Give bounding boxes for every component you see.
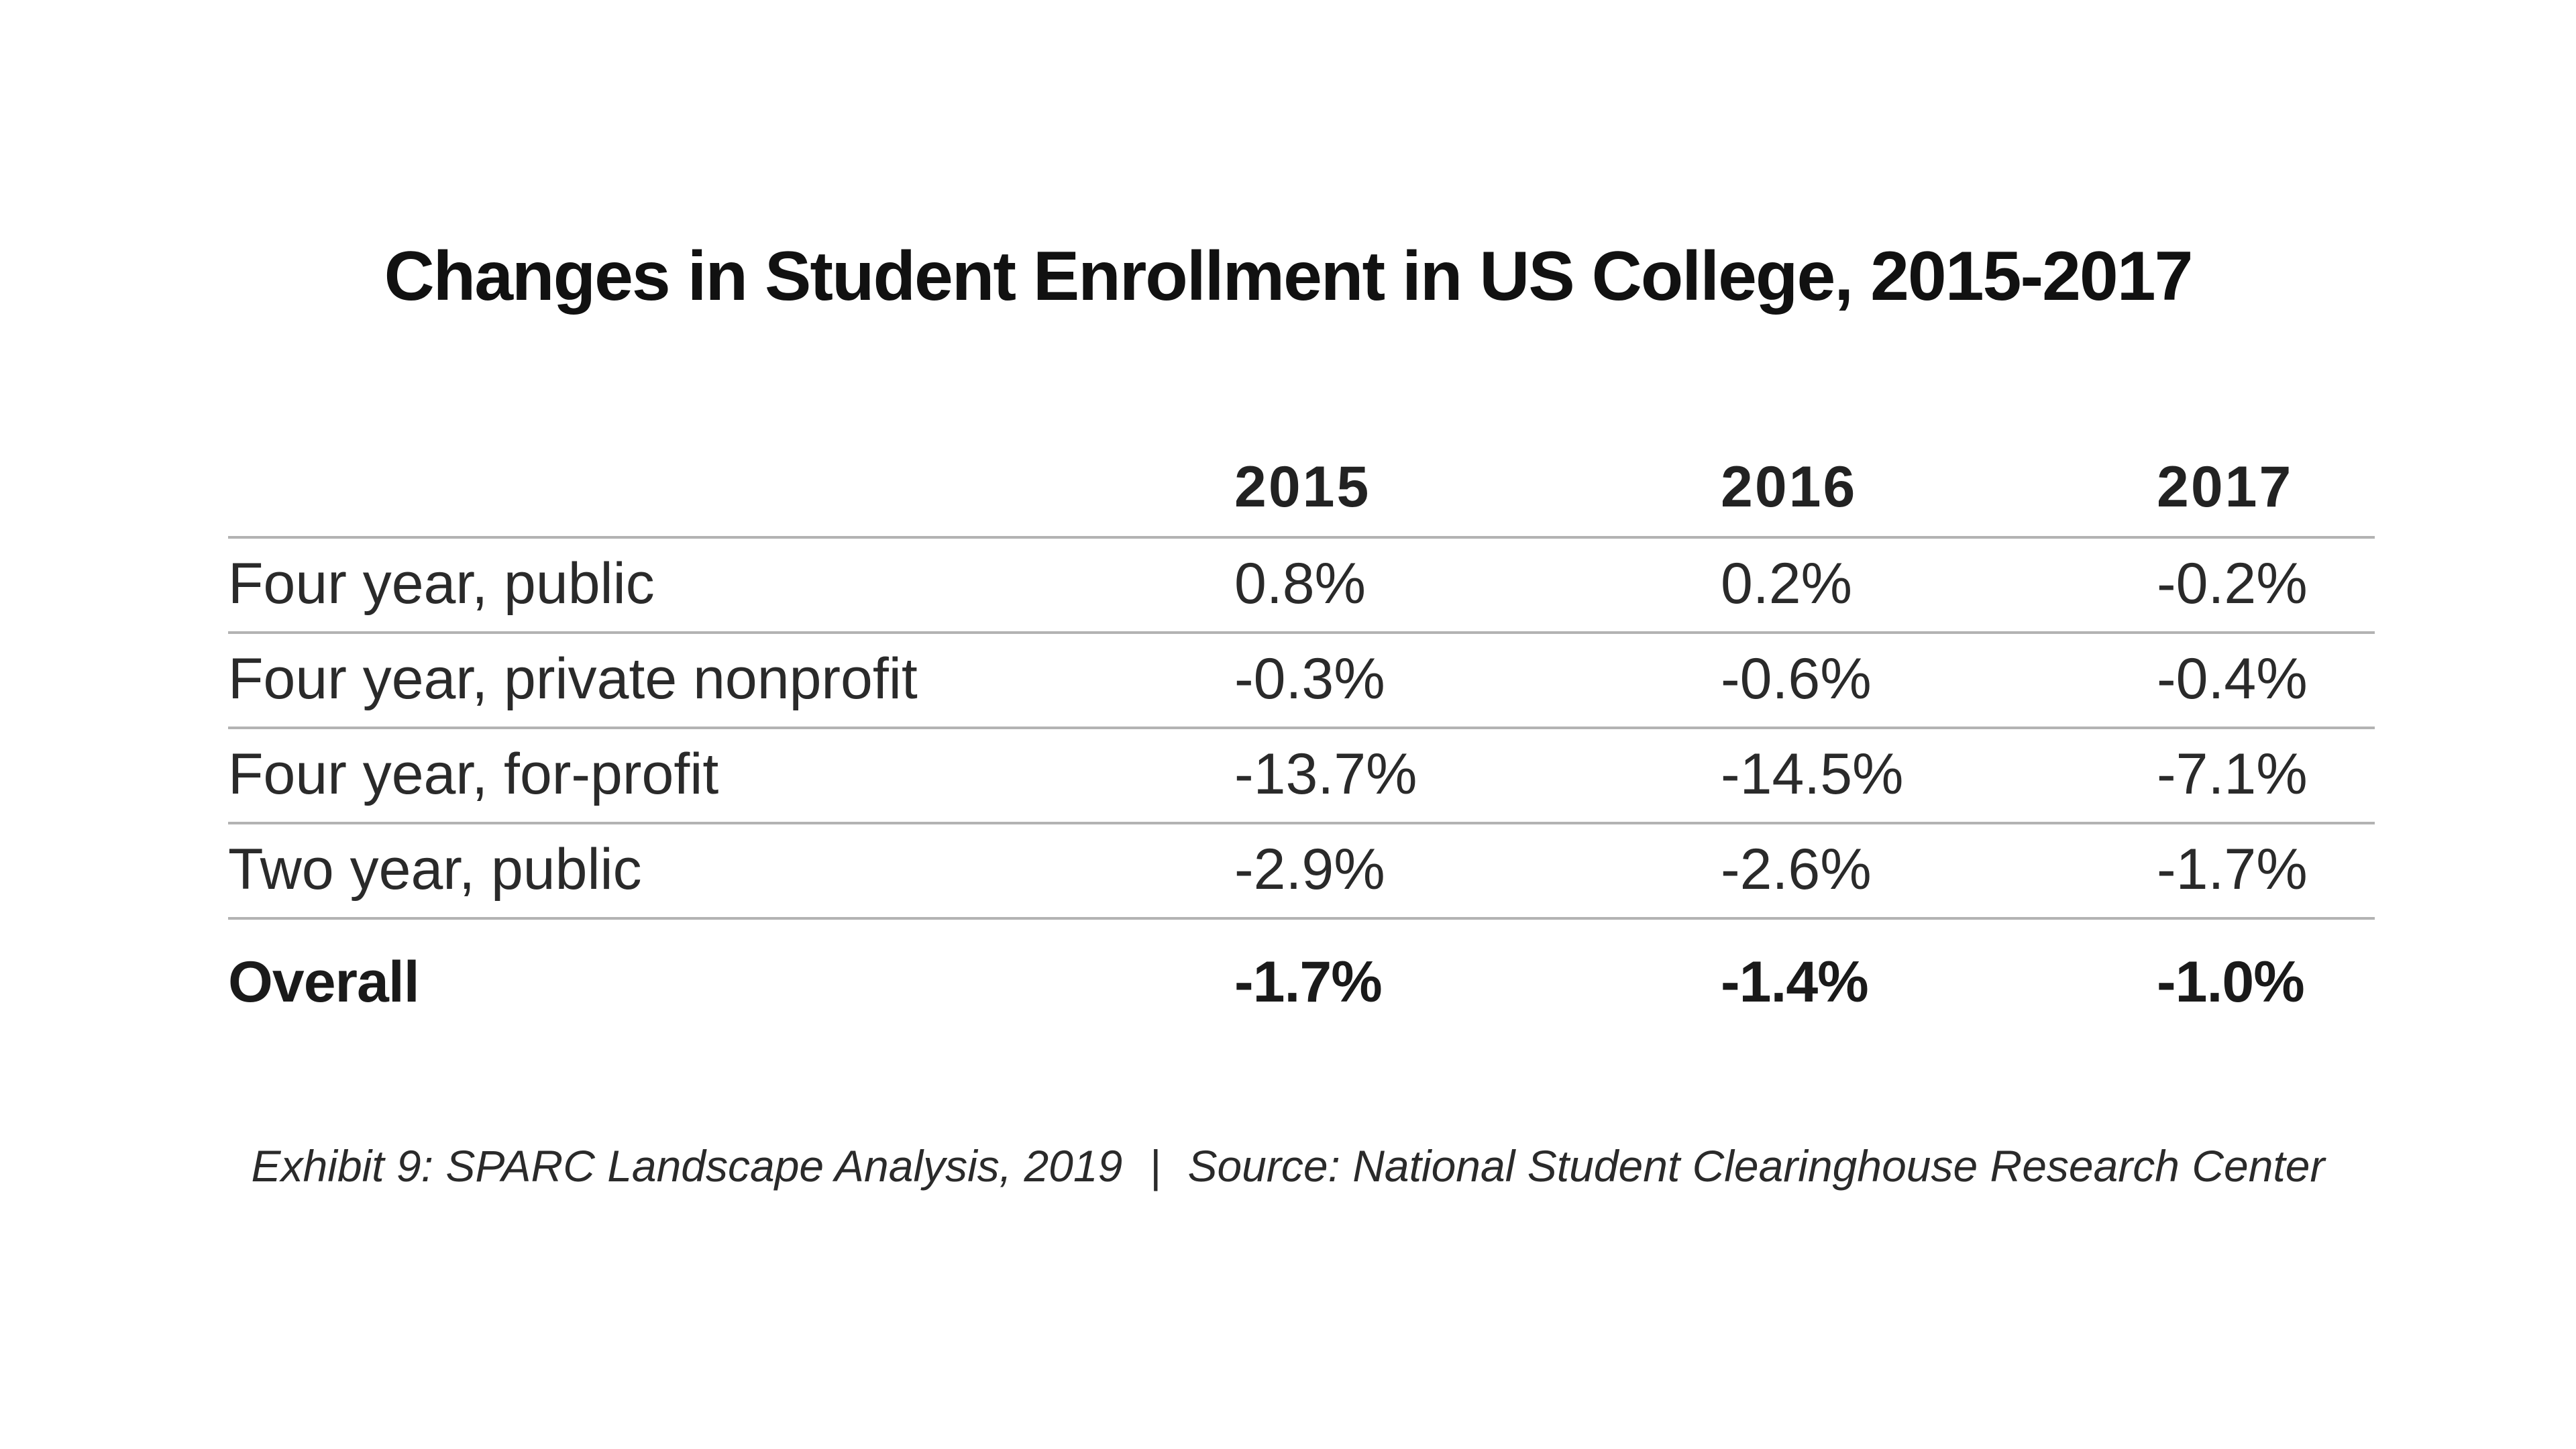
- column-header-2017: 2017: [2157, 455, 2294, 519]
- column-header-2016: 2016: [1721, 455, 1858, 519]
- table-cell: 0.8%: [1234, 551, 1366, 616]
- total-cell: -1.4%: [1721, 950, 1869, 1014]
- table-cell: -2.9%: [1234, 837, 1385, 902]
- table-row: Two year, public -2.9% -2.6% -1.7%: [228, 824, 2375, 920]
- caption-separator: |: [1149, 1141, 1161, 1191]
- row-label: Four year, private nonprofit: [228, 647, 918, 711]
- table-cell: -2.6%: [1721, 837, 1872, 902]
- table-row: Four year, public 0.8% 0.2% -0.2%: [228, 539, 2375, 634]
- table-cell: -14.5%: [1721, 742, 1904, 806]
- column-header-2015: 2015: [1234, 455, 1371, 519]
- row-label: Two year, public: [228, 837, 642, 902]
- table-cell: -0.3%: [1234, 647, 1385, 711]
- chart-title: Changes in Student Enrollment in US Coll…: [384, 237, 2194, 315]
- total-cell: -1.0%: [2157, 950, 2305, 1014]
- table-cell: 0.2%: [1721, 551, 1853, 616]
- table-total-row: Overall -1.7% -1.4% -1.0%: [228, 920, 2375, 1034]
- source-label: Source: National Student Clearinghouse R…: [1187, 1141, 2325, 1191]
- table-row: Four year, for-profit -13.7% -14.5% -7.1…: [228, 729, 2375, 824]
- table-cell: -13.7%: [1234, 742, 1417, 806]
- total-cell: -1.7%: [1234, 950, 1383, 1014]
- table-row: Four year, private nonprofit -0.3% -0.6%…: [228, 634, 2375, 729]
- table-cell: -7.1%: [2157, 742, 2308, 806]
- table-header-row: 2015 2016 2017: [228, 439, 2375, 539]
- table-cell: -1.7%: [2157, 837, 2308, 902]
- table-cell: -0.6%: [1721, 647, 1872, 711]
- table-cell: -0.2%: [2157, 551, 2308, 616]
- total-row-label: Overall: [228, 950, 420, 1014]
- row-label: Four year, for-profit: [228, 742, 719, 806]
- enrollment-table: 2015 2016 2017 Four year, public 0.8% 0.…: [228, 439, 2375, 1034]
- table-cell: -0.4%: [2157, 647, 2308, 711]
- row-label: Four year, public: [228, 551, 655, 616]
- exhibit-label: Exhibit 9: SPARC Landscape Analysis, 201…: [251, 1141, 1123, 1191]
- chart-caption: Exhibit 9: SPARC Landscape Analysis, 201…: [0, 1140, 2576, 1191]
